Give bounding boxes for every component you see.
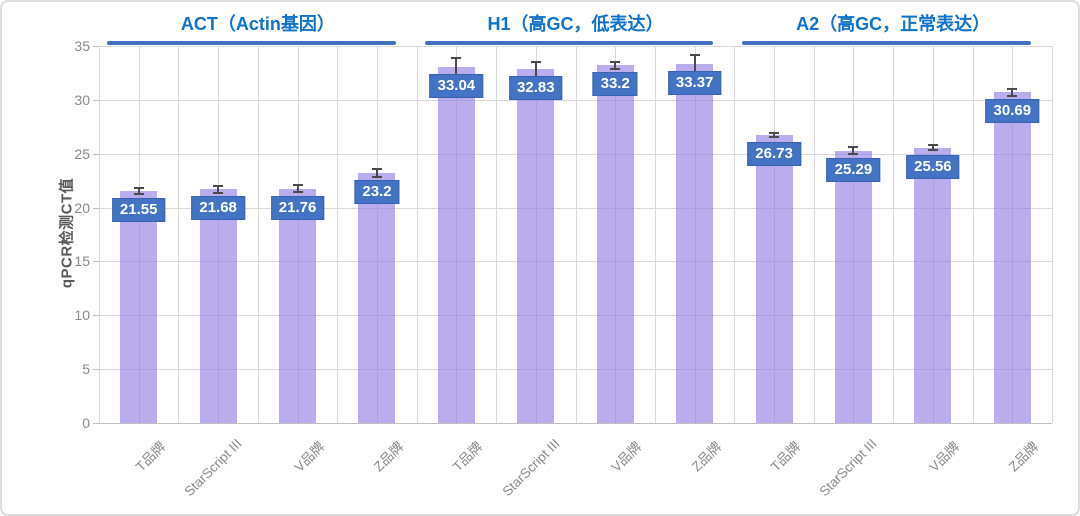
value-label: 21.76: [270, 195, 325, 220]
y-axis-tick-mark: [93, 207, 99, 209]
y-tick-label: 10: [74, 307, 90, 324]
error-bar-cap-top: [371, 167, 382, 170]
value-label: 25.56: [906, 154, 960, 179]
gridline-v: [416, 46, 418, 423]
gridline-v: [654, 46, 656, 423]
value-label: 25.29: [826, 157, 881, 182]
error-bar-cap-bottom: [1007, 94, 1018, 97]
value-label: 32.83: [509, 76, 563, 101]
error-bar-line: [614, 61, 617, 70]
value-label: 33.37: [667, 70, 722, 95]
gridline-v: [734, 46, 736, 423]
value-label: 33.04: [429, 74, 484, 99]
gridline-v: [575, 46, 577, 423]
error-bar-line: [455, 58, 458, 76]
error-bar-cap-bottom: [610, 68, 621, 71]
bar: [993, 92, 1031, 423]
error-bar-cap-top: [610, 60, 621, 63]
error-bar-cap-top: [292, 184, 303, 187]
y-tick-label: 20: [74, 199, 90, 216]
error-bar-cap-bottom: [848, 152, 859, 155]
error-bar-cap-top: [213, 185, 224, 188]
error-bar-line: [137, 187, 140, 195]
y-tick-label: 0: [82, 415, 90, 431]
gridline-v: [257, 46, 259, 423]
error-bar-cap-top: [1007, 88, 1018, 91]
group-header-label: A2（高GC，正常表达）: [796, 14, 991, 34]
value-label: 21.68: [191, 196, 245, 221]
value-label: 23.2: [354, 180, 400, 205]
gridline-v: [813, 46, 815, 423]
y-axis-tick-mark: [93, 423, 99, 424]
y-axis-tick-mark: [93, 46, 99, 47]
error-bar-cap-top: [133, 186, 144, 189]
error-bar-line: [693, 54, 696, 73]
value-label: 26.73: [747, 142, 801, 167]
y-axis-tick-mark: [93, 315, 99, 317]
error-bar-cap-bottom: [213, 191, 224, 194]
error-bar-line: [1011, 89, 1014, 96]
y-axis-tick-mark: [93, 369, 99, 371]
gridline-v: [99, 46, 100, 423]
bar: [755, 135, 793, 423]
error-bar-line: [773, 133, 776, 137]
gridline-v: [496, 46, 498, 423]
y-tick-label: 15: [74, 253, 90, 270]
x-category-label: T品牌: [132, 438, 169, 475]
bar: [199, 189, 237, 423]
y-tick-label: 5: [82, 361, 90, 378]
y-axis-title: qPCR检测CT值: [58, 177, 76, 289]
value-label: 33.2: [592, 72, 638, 97]
gridline-v: [893, 46, 895, 423]
y-tick-label: 30: [74, 91, 90, 108]
group-header-underline: [107, 41, 396, 45]
y-axis-tick-mark: [93, 99, 99, 101]
bar: [834, 150, 872, 423]
error-bar-cap-bottom: [371, 176, 382, 179]
gridline-v: [337, 46, 339, 423]
value-label: 30.69: [985, 99, 1040, 124]
group-header-underline: [424, 41, 714, 45]
error-bar-cap-top: [530, 60, 541, 63]
group-header-label: ACT（Actin基因）: [180, 14, 335, 34]
bar: [120, 190, 158, 423]
value-label: 21.55: [111, 197, 166, 222]
bar: [437, 67, 475, 423]
error-bar-cap-bottom: [769, 135, 780, 138]
y-tick-label: 25: [74, 145, 90, 162]
error-bar-cap-top: [927, 143, 938, 146]
error-bar-line: [296, 185, 299, 192]
error-bar-line: [852, 147, 855, 154]
error-bar-cap-top: [451, 57, 462, 60]
y-tick-label: 35: [74, 38, 90, 54]
x-axis-line: [99, 423, 1052, 424]
bar: [676, 63, 714, 423]
error-bar-line: [217, 186, 220, 193]
error-bar-line: [375, 168, 378, 178]
gridline-v: [178, 46, 180, 423]
error-bar-cap-top: [689, 53, 700, 56]
group-header-underline: [742, 41, 1031, 45]
error-bar-cap-top: [848, 146, 859, 149]
bar: [358, 173, 396, 423]
group-header-label: H1（高GC，低表达）: [487, 14, 664, 34]
gridline-v: [972, 46, 974, 423]
bar: [596, 65, 634, 423]
error-bar-cap-bottom: [927, 149, 938, 152]
bar: [914, 147, 952, 423]
error-bar-cap-bottom: [133, 193, 144, 196]
gridline-v: [1052, 46, 1053, 423]
y-axis-tick-mark: [93, 261, 99, 263]
error-bar-line: [931, 144, 934, 151]
bar: [279, 188, 317, 423]
error-bar-line: [534, 61, 537, 77]
y-axis-tick-mark: [93, 153, 99, 155]
bar: [517, 69, 555, 423]
error-bar-cap-bottom: [292, 190, 303, 193]
error-bar-cap-top: [769, 132, 780, 135]
